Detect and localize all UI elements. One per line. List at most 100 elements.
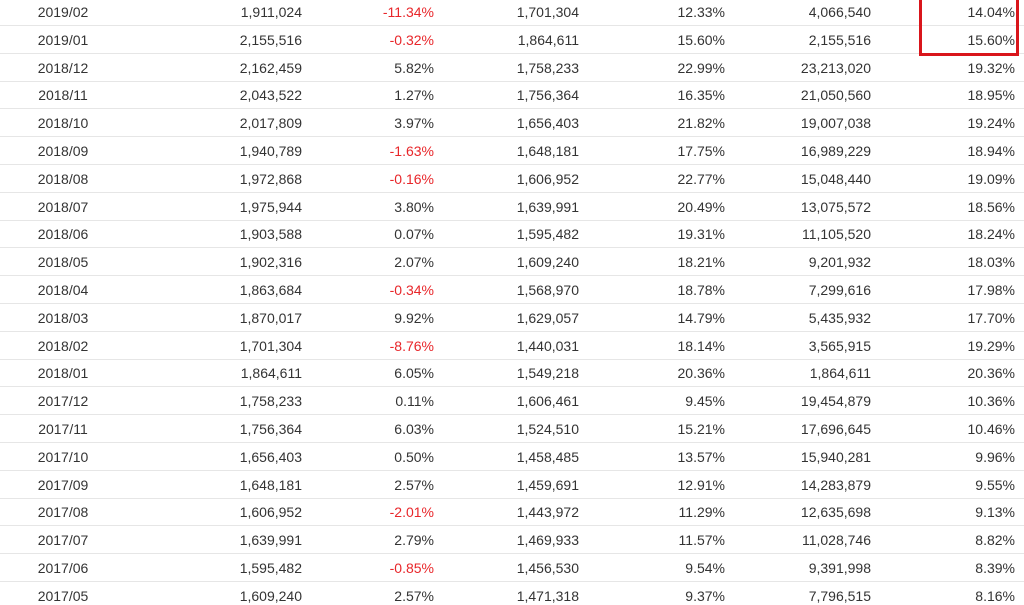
table-row: 2017/07 1,639,991 2.79% 1,469,933 11.57% 11,0… [0,527,1024,555]
cell-change-2: 11.57% [678,532,725,549]
cell-change-1: 2.57% [394,587,434,604]
cell-value-1: 1,972,868 [239,170,302,187]
cell-value-2: 1,629,057 [516,309,579,326]
cell-change-2: 18.21% [677,254,725,271]
cell-change-1: -0.85% [389,560,434,576]
cell-value-1: 1,609,240 [239,587,302,604]
cell-change-1: 1.27% [394,87,434,104]
cell-value-3: 4,066,540 [808,4,871,20]
cell-value-2: 1,458,485 [516,448,579,465]
cell-change-3: 10.36% [967,393,1015,410]
cell-value-2: 1,459,691 [516,476,579,493]
cell-month: 2018/10 [37,115,89,132]
cell-value-1: 1,864,611 [240,365,302,382]
cell-month: 2018/06 [37,226,89,243]
cell-change-2: 9.54% [685,560,725,576]
cell-month: 2017/06 [37,560,89,576]
cell-change-1: -0.34% [389,282,434,298]
cell-change-2: 21.82% [677,115,725,132]
cell-value-1: 2,017,809 [239,115,302,132]
cell-change-2: 17.75% [677,143,725,159]
cell-value-2: 1,701,304 [516,4,579,20]
cell-value-1: 1,656,403 [239,448,302,465]
cell-value-2: 1,440,031 [516,337,579,354]
cell-change-1: 6.03% [394,421,434,437]
cell-value-1: 1,701,304 [239,337,302,354]
cell-value-3: 23,213,020 [800,59,871,76]
cell-month: 2018/02 [37,337,89,354]
cell-value-2: 1,756,364 [516,87,579,104]
cell-month: 2019/01 [37,31,89,48]
cell-value-3: 21,050,560 [800,87,871,104]
table-row: 2017/06 1,595,482 -0.85% 1,456,530 9.54% 9,39… [0,555,1024,582]
cell-change-2: 20.36% [677,365,725,382]
cell-value-2: 1,648,181 [516,143,579,159]
cell-value-1: 1,606,952 [239,504,302,521]
cell-month: 2018/03 [37,309,89,326]
cell-value-1: 1,639,991 [239,532,302,549]
table-row: 2017/11 1,756,364 6.03% 1,524,510 15.21% 17,6… [0,416,1024,443]
cell-change-2: 9.37% [685,587,725,604]
cell-change-1: -1.63% [389,143,434,159]
table-row: 2018/08 1,972,868 -0.16% 1,606,952 22.77% 15,… [0,166,1024,193]
cell-change-3: 18.24% [967,226,1015,243]
cell-value-2: 1,443,972 [516,504,579,521]
cell-change-2: 18.78% [677,282,725,298]
table-row: 2018/05 1,902,316 2.07% 1,609,240 18.21% 9,20… [0,249,1024,277]
cell-change-3: 18.03% [967,254,1015,271]
cell-change-3: 17.70% [967,309,1015,326]
cell-change-3: 15.60% [967,31,1015,48]
cell-value-3: 11,105,520 [801,226,871,243]
cell-change-1: 2.57% [394,476,434,493]
table-row: 2018/09 1,940,789 -1.63% 1,648,181 17.75% 16,… [0,138,1024,165]
cell-month: 2018/12 [37,59,89,76]
cell-change-3: 8.82% [975,532,1015,549]
cell-value-1: 1,648,181 [239,476,302,493]
cell-month: 2018/04 [37,282,89,298]
cell-change-2: 22.99% [677,59,725,76]
cell-value-1: 1,902,316 [239,254,302,271]
cell-value-3: 15,940,281 [800,448,871,465]
cell-value-1: 1,863,684 [239,282,302,298]
cell-value-2: 1,568,970 [516,282,579,298]
cell-change-3: 18.94% [967,143,1015,159]
cell-change-3: 8.39% [975,560,1015,576]
cell-month: 2018/07 [37,198,89,215]
cell-change-1: 0.11% [395,393,434,410]
cell-change-3: 18.95% [967,87,1015,104]
cell-change-3: 20.36% [967,365,1015,382]
cell-value-2: 1,639,991 [516,198,579,215]
cell-value-3: 13,075,572 [800,198,871,215]
cell-change-1: -11.34% [382,4,434,20]
cell-month: 2017/10 [37,448,89,465]
cell-change-1: 9.92% [394,309,434,326]
table-row: 2017/08 1,606,952 -2.01% 1,443,972 11.29% 12,… [0,499,1024,527]
table-row: 2018/01 1,864,611 6.05% 1,549,218 20.36% 1,86… [0,360,1024,388]
cell-month: 2017/05 [37,587,89,604]
cell-change-3: 17.98% [967,282,1015,298]
cell-change-3: 19.24% [967,115,1015,132]
cell-change-2: 19.31% [677,226,725,243]
cell-value-3: 19,007,038 [800,115,871,132]
table-row: 2018/10 2,017,809 3.97% 1,656,403 21.82% 19,0… [0,110,1024,138]
cell-change-2: 9.45% [685,393,725,410]
table-row: 2018/07 1,975,944 3.80% 1,639,991 20.49% 13,0… [0,194,1024,221]
cell-value-1: 2,155,516 [239,31,302,48]
cell-month: 2018/08 [37,170,89,187]
cell-value-3: 16,989,229 [800,143,871,159]
cell-value-2: 1,609,240 [516,254,579,271]
cell-change-1: -0.32% [389,31,434,48]
cell-value-3: 12,635,698 [800,504,871,521]
cell-change-2: 20.49% [677,198,725,215]
table-row: 2017/12 1,758,233 0.11% 1,606,461 9.45% 19,45… [0,388,1024,416]
cell-value-2: 1,469,933 [516,532,579,549]
cell-value-2: 1,758,233 [516,59,579,76]
cell-value-2: 1,656,403 [516,115,579,132]
cell-change-3: 19.09% [967,170,1015,187]
cell-value-3: 9,201,932 [808,254,871,271]
cell-month: 2017/12 [37,393,89,410]
cell-change-2: 11.29% [678,504,725,521]
cell-value-3: 11,028,746 [801,532,871,549]
table-row: 2017/10 1,656,403 0.50% 1,458,485 13.57% 15,9… [0,444,1024,471]
